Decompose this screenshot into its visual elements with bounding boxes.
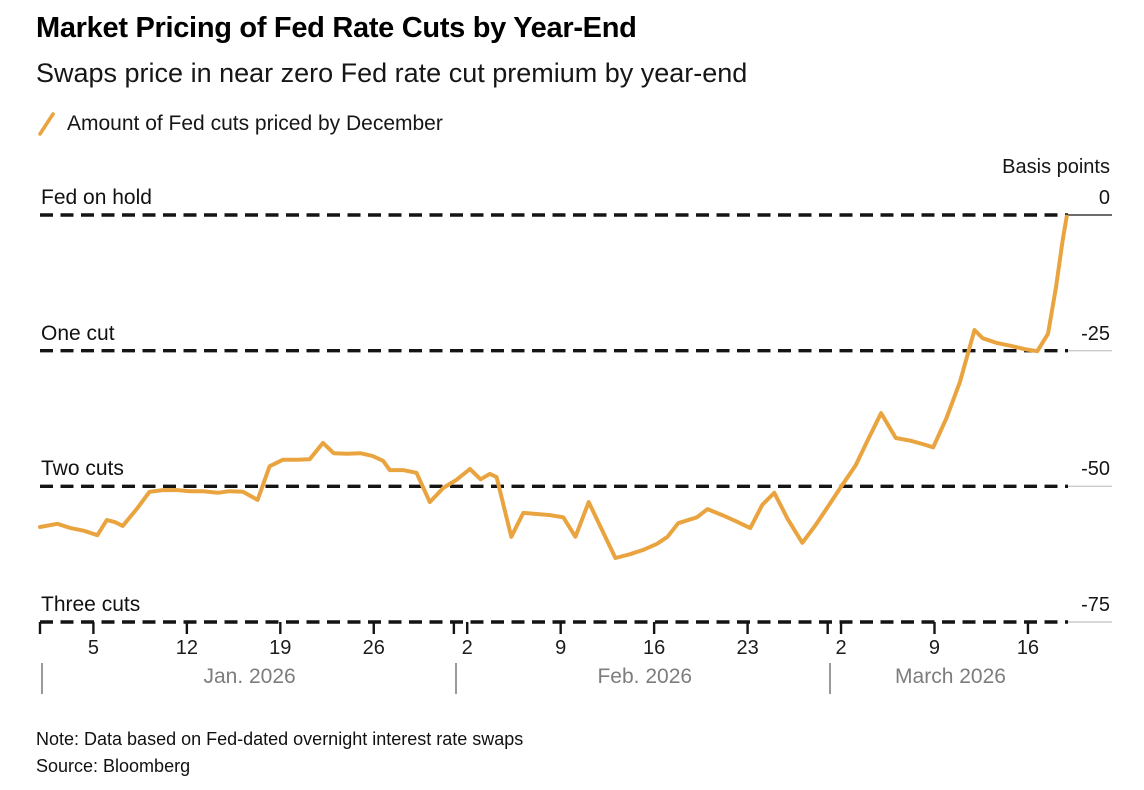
source-credit: Source: Bloomberg	[36, 756, 191, 776]
page-title: Market Pricing of Fed Rate Cuts by Year-…	[36, 12, 637, 44]
chart-canvas	[38, 213, 1112, 634]
legend-line-swatch-icon	[36, 110, 58, 138]
legend: Amount of Fed cuts priced by December	[36, 110, 443, 138]
y-axis-unit-label: Basis points	[1002, 156, 1110, 178]
footnote: Note: Data based on Fed-dated overnight …	[36, 729, 524, 749]
legend-label: Amount of Fed cuts priced by December	[67, 112, 443, 135]
page-subtitle: Swaps price in near zero Fed rate cut pr…	[36, 58, 748, 88]
series-line	[38, 214, 1069, 560]
